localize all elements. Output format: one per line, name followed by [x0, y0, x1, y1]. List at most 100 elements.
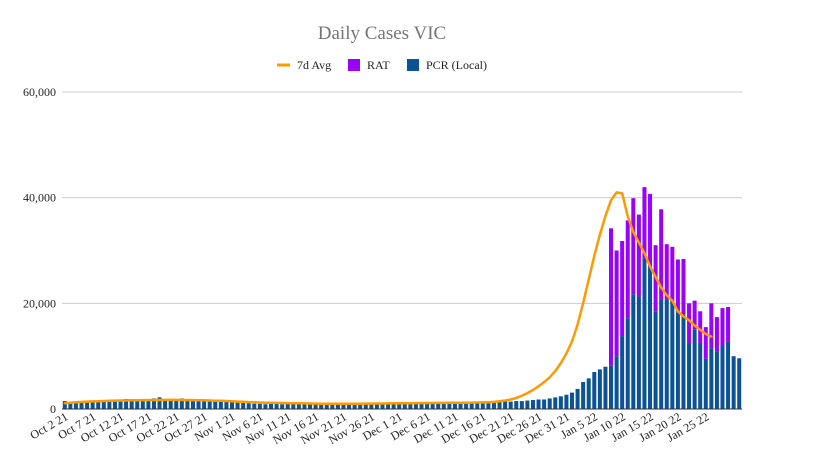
bar-pcr	[207, 400, 212, 409]
bar-pcr	[536, 399, 541, 409]
bar-pcr	[620, 336, 625, 409]
bar-pcr	[151, 398, 156, 409]
bar-pcr	[469, 402, 474, 409]
bar-pcr	[642, 258, 647, 409]
bar-pcr	[726, 341, 731, 409]
bar-pcr	[586, 378, 591, 409]
bar-pcr	[101, 401, 106, 409]
bar-rat	[631, 198, 636, 295]
bar-rat	[664, 244, 669, 300]
bar-pcr	[380, 403, 385, 409]
bar-pcr	[308, 403, 313, 409]
bar-pcr	[363, 403, 368, 409]
bar-pcr	[90, 400, 95, 409]
bar-rat	[609, 228, 614, 366]
bar-pcr	[386, 403, 391, 409]
bar-pcr	[614, 356, 619, 409]
bar-pcr	[397, 403, 402, 409]
bar-pcr	[475, 402, 480, 409]
bar-pcr	[425, 403, 430, 409]
bar-pcr	[280, 404, 285, 409]
bar-pcr	[664, 299, 669, 409]
bar-pcr	[558, 396, 563, 409]
bar-pcr	[575, 388, 580, 409]
bar-pcr	[274, 403, 279, 409]
bar-pcr	[246, 403, 251, 409]
bar-pcr	[335, 404, 340, 409]
bar-pcr	[597, 369, 602, 409]
bar-rat	[726, 307, 731, 342]
bar-pcr	[692, 329, 697, 409]
bar-pcr	[731, 356, 736, 409]
bar-pcr	[358, 403, 363, 409]
y-tick-label: 60,000	[23, 85, 56, 99]
y-tick-label: 0	[50, 402, 56, 416]
bar-pcr	[530, 400, 535, 409]
bar-pcr	[675, 312, 680, 409]
bar-pcr	[709, 348, 714, 409]
bar-pcr	[341, 404, 346, 409]
bar-rat	[687, 303, 692, 343]
bar-pcr	[302, 404, 307, 409]
bar-pcr	[687, 342, 692, 409]
bar-pcr	[62, 401, 67, 409]
bar-pcr	[737, 358, 742, 409]
bar-pcr	[519, 401, 524, 409]
bar-pcr	[296, 403, 301, 409]
legend-rat-swatch	[348, 59, 360, 71]
bar-pcr	[581, 382, 586, 409]
bar-pcr	[569, 392, 575, 409]
bar-pcr	[202, 399, 207, 409]
bar-pcr	[374, 403, 379, 409]
bar-pcr	[85, 401, 90, 409]
bar-pcr	[285, 403, 290, 409]
bar-pcr	[224, 400, 229, 409]
bar-pcr	[257, 403, 262, 409]
bar-rat	[714, 317, 719, 352]
bar-pcr	[480, 402, 485, 409]
bar-pcr	[369, 403, 374, 409]
bar-pcr	[681, 314, 686, 409]
bar-pcr	[313, 403, 318, 409]
bar-pcr	[497, 401, 502, 409]
bar-pcr	[542, 399, 547, 409]
bar-pcr	[347, 404, 352, 409]
bar-pcr	[157, 397, 162, 409]
bar-pcr	[96, 402, 101, 409]
bar-pcr	[413, 403, 418, 409]
avg-line-group	[63, 191, 713, 406]
bar-pcr	[609, 365, 614, 409]
bar-pcr	[659, 299, 664, 409]
bar-pcr	[464, 402, 469, 409]
bar-pcr	[79, 402, 84, 409]
bar-pcr	[163, 399, 168, 409]
bar-pcr	[124, 398, 129, 409]
bar-pcr	[592, 372, 597, 409]
legend-avg-label: 7d Avg	[297, 58, 331, 72]
bar-pcr	[631, 294, 636, 409]
bar-pcr	[408, 403, 413, 409]
bar-pcr	[235, 402, 240, 409]
bar-pcr	[491, 402, 496, 409]
bar-pcr	[636, 296, 641, 409]
bar-pcr	[330, 403, 335, 409]
bar-pcr	[670, 299, 675, 409]
bar-pcr	[179, 398, 184, 409]
bar-pcr	[698, 342, 703, 409]
bar-pcr	[168, 398, 173, 409]
bar-pcr	[564, 394, 569, 409]
bar-pcr	[625, 318, 630, 409]
y-axis: 0 20,000 40,000 60,000	[23, 85, 56, 416]
bar-pcr	[508, 401, 513, 409]
bar-pcr	[185, 399, 190, 409]
bar-rat	[614, 250, 619, 357]
legend-pcr-swatch	[407, 59, 419, 71]
bar-pcr	[118, 400, 123, 409]
bar-pcr	[441, 403, 446, 409]
bar-rat	[698, 311, 703, 343]
bar-rat	[709, 303, 714, 349]
bar-pcr	[525, 400, 530, 409]
bar-pcr	[107, 400, 112, 409]
